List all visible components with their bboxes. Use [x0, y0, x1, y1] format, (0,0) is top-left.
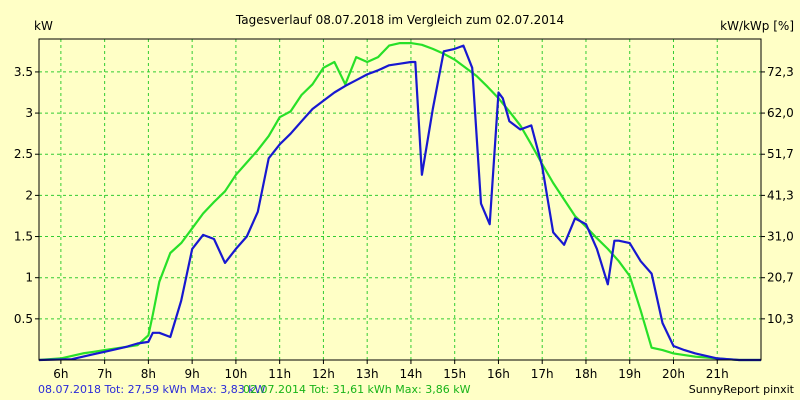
x-tick-label: 15h: [443, 367, 466, 381]
y-tick-label-right: 62,0: [767, 106, 794, 120]
y-tick-label-right: 41,3: [767, 188, 794, 202]
y-tick-label-left: 3.5: [14, 65, 33, 79]
y-tick-label-left: 0.5: [14, 312, 33, 326]
x-tick-label: 21h: [706, 367, 729, 381]
y-tick-label-left: 2.5: [14, 147, 33, 161]
x-tick-label: 13h: [356, 367, 379, 381]
series-line-2018: [38, 44, 761, 362]
series-layer: [38, 41, 761, 362]
tick-layer: 6h 7h 8h 9h 10h 11h 12h 13h 14h 15h 16h 17h 18h 19h 20…: [14, 65, 794, 381]
y-tick-label-right: 20,7: [767, 271, 794, 285]
y-tick-label-left: 1.5: [14, 230, 33, 244]
x-tick-label: 7h: [97, 367, 112, 381]
series-line-2014: [38, 41, 761, 362]
y-tick-label-right: 72,3: [767, 65, 794, 79]
x-tick-label: 17h: [531, 367, 554, 381]
y-tick-label-left: 3: [25, 106, 33, 120]
x-tick-label: 14h: [400, 367, 423, 381]
y-tick-label-right: 51,7: [767, 147, 794, 161]
y-tick-label-left: 2: [25, 188, 33, 202]
x-tick-label: 11h: [268, 367, 291, 381]
x-tick-label: 10h: [224, 367, 247, 381]
x-tick-label: 9h: [185, 367, 200, 381]
x-tick-label: 19h: [618, 367, 641, 381]
x-tick-label: 16h: [487, 367, 510, 381]
y-tick-label-right: 31,0: [767, 230, 794, 244]
grid-layer: [39, 39, 761, 360]
footer-credit: SunnyReport pinxit: [689, 383, 795, 396]
footer-summary-2014: 02.07.2014 Tot: 31,61 kWh Max: 3,86 kW: [243, 383, 471, 396]
y-tick-label-left: 1: [25, 271, 33, 285]
x-tick-label: 20h: [662, 367, 685, 381]
y-tick-label-right: 10,3: [767, 312, 794, 326]
y-axis-label-right: kW/kWp [%]: [720, 19, 794, 33]
x-tick-label: 12h: [312, 367, 335, 381]
chart-title: Tagesverlauf 08.07.2018 im Vergleich zum…: [235, 13, 564, 27]
footer-summary-2018: 08.07.2018 Tot: 27,59 kWh Max: 3,83 kW: [38, 383, 266, 396]
x-tick-label: 6h: [53, 367, 68, 381]
x-tick-label: 18h: [575, 367, 598, 381]
x-tick-label: 8h: [141, 367, 156, 381]
y-axis-label-left: kW: [34, 19, 53, 33]
plot-frame: [38, 38, 762, 361]
